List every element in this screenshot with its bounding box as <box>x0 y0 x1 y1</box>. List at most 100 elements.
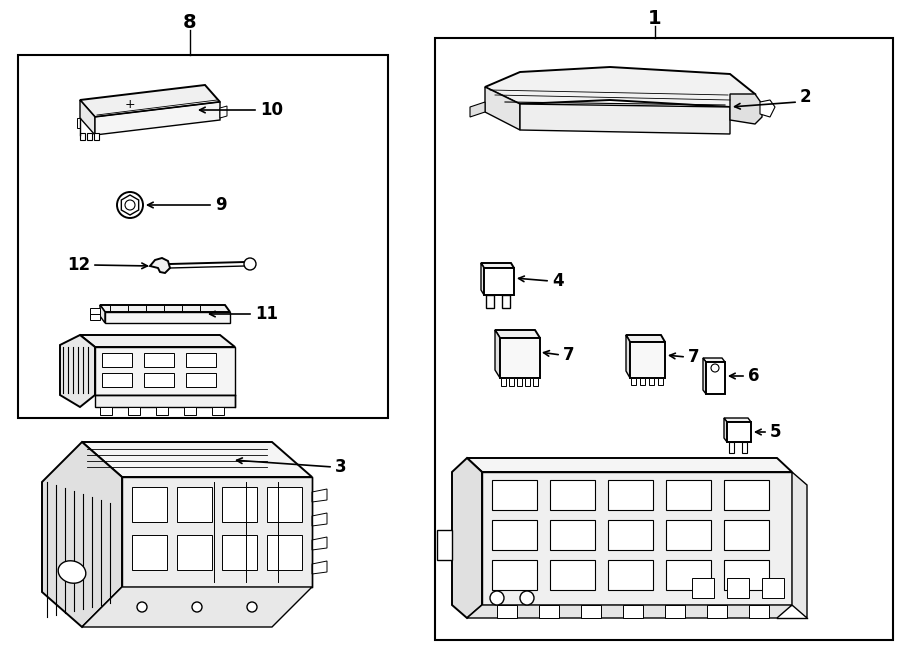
Text: 1: 1 <box>648 9 662 28</box>
Polygon shape <box>492 480 537 510</box>
Polygon shape <box>77 118 80 128</box>
Polygon shape <box>102 353 132 367</box>
Polygon shape <box>222 487 257 522</box>
Text: 12: 12 <box>67 256 90 274</box>
Polygon shape <box>100 305 230 312</box>
Polygon shape <box>80 85 220 117</box>
Circle shape <box>137 602 147 612</box>
Circle shape <box>247 602 257 612</box>
Polygon shape <box>485 67 755 107</box>
Polygon shape <box>481 263 514 268</box>
Polygon shape <box>500 338 540 378</box>
Polygon shape <box>658 378 663 385</box>
Polygon shape <box>608 480 653 510</box>
Polygon shape <box>550 480 595 510</box>
Polygon shape <box>502 295 510 308</box>
Ellipse shape <box>58 561 86 583</box>
Polygon shape <box>102 373 132 387</box>
Text: 2: 2 <box>800 88 812 106</box>
Polygon shape <box>60 335 95 407</box>
Text: 3: 3 <box>335 458 346 476</box>
Polygon shape <box>539 605 559 618</box>
Polygon shape <box>186 353 216 367</box>
Polygon shape <box>727 422 751 442</box>
Text: 9: 9 <box>215 196 227 214</box>
Polygon shape <box>692 578 714 598</box>
Polygon shape <box>649 378 654 385</box>
Polygon shape <box>497 605 517 618</box>
Polygon shape <box>177 487 212 522</box>
Polygon shape <box>186 373 216 387</box>
Polygon shape <box>509 378 514 386</box>
Polygon shape <box>666 520 711 550</box>
Polygon shape <box>724 418 727 442</box>
Polygon shape <box>729 442 734 453</box>
Polygon shape <box>666 560 711 590</box>
Polygon shape <box>550 520 595 550</box>
Polygon shape <box>144 353 174 367</box>
Polygon shape <box>706 362 725 394</box>
Polygon shape <box>492 520 537 550</box>
Polygon shape <box>495 330 540 338</box>
Polygon shape <box>452 458 482 618</box>
Polygon shape <box>792 472 807 618</box>
Polygon shape <box>630 342 665 378</box>
Text: 6: 6 <box>748 367 760 385</box>
Polygon shape <box>100 407 112 415</box>
Polygon shape <box>18 55 388 418</box>
Polygon shape <box>482 472 792 605</box>
Polygon shape <box>749 605 769 618</box>
Polygon shape <box>144 373 174 387</box>
Polygon shape <box>122 477 312 587</box>
Circle shape <box>125 200 135 210</box>
Polygon shape <box>727 578 749 598</box>
Polygon shape <box>533 378 538 386</box>
Circle shape <box>192 602 202 612</box>
Polygon shape <box>156 407 168 415</box>
Circle shape <box>244 258 256 270</box>
Polygon shape <box>184 407 196 415</box>
Polygon shape <box>222 535 257 570</box>
Polygon shape <box>707 605 727 618</box>
Polygon shape <box>82 587 312 627</box>
Polygon shape <box>492 560 537 590</box>
Polygon shape <box>312 489 327 502</box>
Polygon shape <box>742 442 747 453</box>
Polygon shape <box>631 378 636 385</box>
Polygon shape <box>467 605 792 618</box>
Polygon shape <box>42 442 122 627</box>
Polygon shape <box>730 94 762 124</box>
Text: 10: 10 <box>260 101 283 119</box>
Polygon shape <box>485 87 520 130</box>
Polygon shape <box>495 330 500 378</box>
Polygon shape <box>82 442 312 477</box>
Polygon shape <box>724 520 769 550</box>
Polygon shape <box>95 347 235 395</box>
Polygon shape <box>128 407 140 415</box>
Text: 7: 7 <box>563 346 574 364</box>
Polygon shape <box>724 418 751 422</box>
Polygon shape <box>312 513 327 526</box>
Polygon shape <box>501 378 506 386</box>
Text: 4: 4 <box>552 272 563 290</box>
Polygon shape <box>640 378 645 385</box>
Polygon shape <box>212 407 224 415</box>
Polygon shape <box>87 133 92 140</box>
Polygon shape <box>94 133 99 140</box>
Polygon shape <box>150 258 170 273</box>
Polygon shape <box>481 263 484 295</box>
Polygon shape <box>470 102 485 117</box>
Text: 11: 11 <box>255 305 278 323</box>
Polygon shape <box>267 535 302 570</box>
Polygon shape <box>760 100 775 117</box>
Text: 5: 5 <box>770 423 781 441</box>
Polygon shape <box>80 100 95 135</box>
Polygon shape <box>435 38 893 640</box>
Polygon shape <box>90 314 100 320</box>
Circle shape <box>490 591 504 605</box>
Polygon shape <box>626 335 630 378</box>
Polygon shape <box>80 133 85 140</box>
Polygon shape <box>95 395 235 407</box>
Polygon shape <box>177 535 212 570</box>
Polygon shape <box>703 358 706 394</box>
